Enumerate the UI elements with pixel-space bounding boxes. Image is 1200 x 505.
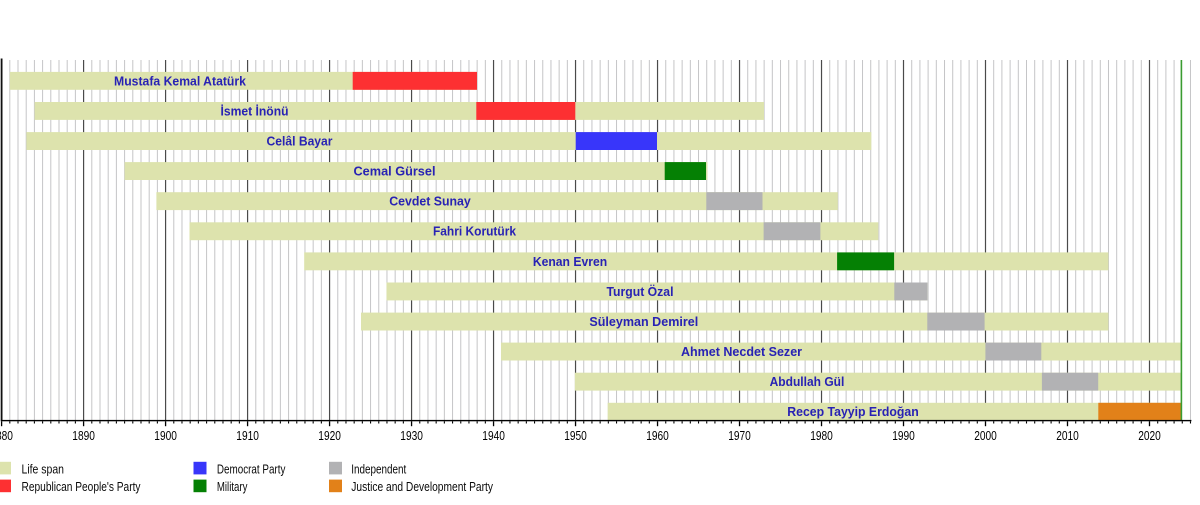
svg-text:Military: Military <box>217 480 248 494</box>
svg-text:Independent: Independent <box>351 462 406 476</box>
svg-text:1910: 1910 <box>236 428 259 443</box>
svg-text:Republican People's Party: Republican People's Party <box>22 480 142 494</box>
svg-text:1890: 1890 <box>72 428 95 443</box>
svg-text:Kenan Evren: Kenan Evren <box>533 254 607 269</box>
svg-text:1980: 1980 <box>810 428 833 443</box>
svg-text:1990: 1990 <box>892 428 915 443</box>
svg-text:1960: 1960 <box>646 428 669 443</box>
svg-text:1940: 1940 <box>482 428 505 443</box>
svg-text:1950: 1950 <box>564 428 587 443</box>
svg-text:Celâl Bayar: Celâl Bayar <box>267 134 333 149</box>
svg-text:Recep Tayyip Erdoğan: Recep Tayyip Erdoğan <box>787 404 919 419</box>
svg-text:Fahri Korutürk: Fahri Korutürk <box>433 224 517 239</box>
svg-text:Democrat Party: Democrat Party <box>217 462 286 476</box>
svg-text:2000: 2000 <box>974 428 997 443</box>
svg-text:2020: 2020 <box>1138 428 1161 443</box>
svg-text:1920: 1920 <box>318 428 341 443</box>
svg-text:1900: 1900 <box>154 428 177 443</box>
svg-text:Süleyman Demirel: Süleyman Demirel <box>589 314 698 329</box>
svg-text:Life span: Life span <box>22 462 65 476</box>
svg-text:2010: 2010 <box>1056 428 1079 443</box>
svg-text:1970: 1970 <box>728 428 751 443</box>
svg-text:İsmet İnönü: İsmet İnönü <box>221 103 289 118</box>
svg-text:Turgut Özal: Turgut Özal <box>607 284 674 299</box>
svg-text:1880: 1880 <box>0 428 13 443</box>
svg-text:Mustafa Kemal Atatürk: Mustafa Kemal Atatürk <box>114 73 247 88</box>
svg-text:1930: 1930 <box>400 428 423 443</box>
svg-text:Abdullah Gül: Abdullah Gül <box>770 374 845 389</box>
svg-text:Cemal Gürsel: Cemal Gürsel <box>354 164 436 179</box>
svg-text:Cevdet Sunay: Cevdet Sunay <box>389 194 471 209</box>
svg-text:Ahmet Necdet Sezer: Ahmet Necdet Sezer <box>681 344 802 359</box>
svg-text:Justice and Development Party: Justice and Development Party <box>351 480 493 494</box>
